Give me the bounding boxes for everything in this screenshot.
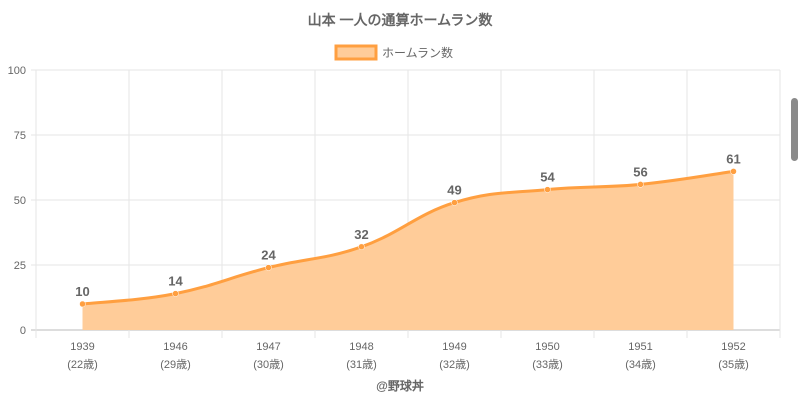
y-tick-label: 100 (8, 65, 26, 77)
x-tick-sublabel: (32歳) (439, 358, 470, 371)
x-tick-sublabel: (29歳) (160, 358, 191, 371)
series-line (82, 169, 734, 306)
data-point (79, 300, 86, 308)
x-tick-label: 1947 (256, 341, 280, 353)
x-tick-sublabel: (33歳) (532, 358, 563, 371)
data-point (544, 186, 551, 193)
x-tick-sublabel: (31歳) (346, 358, 377, 371)
scrollbar[interactable] (791, 98, 798, 161)
data-point (265, 264, 272, 271)
y-tick-label: 50 (14, 195, 26, 207)
data-point (172, 290, 179, 297)
x-tick-label: 1952 (721, 341, 745, 353)
data-label: 24 (261, 248, 276, 263)
data-point (451, 199, 458, 206)
x-tick-label: 1949 (442, 341, 466, 353)
y-tick-label: 25 (14, 260, 26, 272)
data-label: 10 (75, 284, 89, 299)
data-point (730, 168, 737, 175)
x-tick-sublabel: (30歳) (253, 358, 284, 371)
x-tick-label: 1950 (535, 341, 559, 353)
data-point (358, 243, 365, 251)
data-label: 49 (447, 183, 461, 198)
footer-credit: @野球丼 (376, 378, 424, 393)
x-tick-label: 1948 (349, 341, 373, 353)
x-tick-label: 1946 (163, 341, 187, 353)
x-tick-sublabel: (35歳) (718, 358, 749, 371)
data-label: 56 (633, 164, 647, 179)
chart-title: 山本 一人の通算ホームラン数 (308, 12, 494, 28)
series-area (82, 171, 734, 330)
legend-swatch[interactable] (334, 44, 378, 61)
data-label: 32 (354, 227, 368, 242)
x-tick-sublabel: (22歳) (67, 358, 98, 371)
y-tick-label: 75 (14, 130, 26, 142)
x-tick-label: 1951 (628, 341, 652, 353)
x-tick-label: 1939 (70, 341, 94, 353)
x-tick-sublabel: (34歳) (625, 358, 656, 371)
y-tick-label: 0 (20, 325, 26, 337)
data-label: 14 (168, 274, 183, 289)
data-label: 61 (726, 151, 740, 166)
data-label: 54 (540, 170, 555, 185)
legend-label[interactable]: ホームラン数 (382, 45, 453, 60)
data-point (637, 181, 644, 188)
